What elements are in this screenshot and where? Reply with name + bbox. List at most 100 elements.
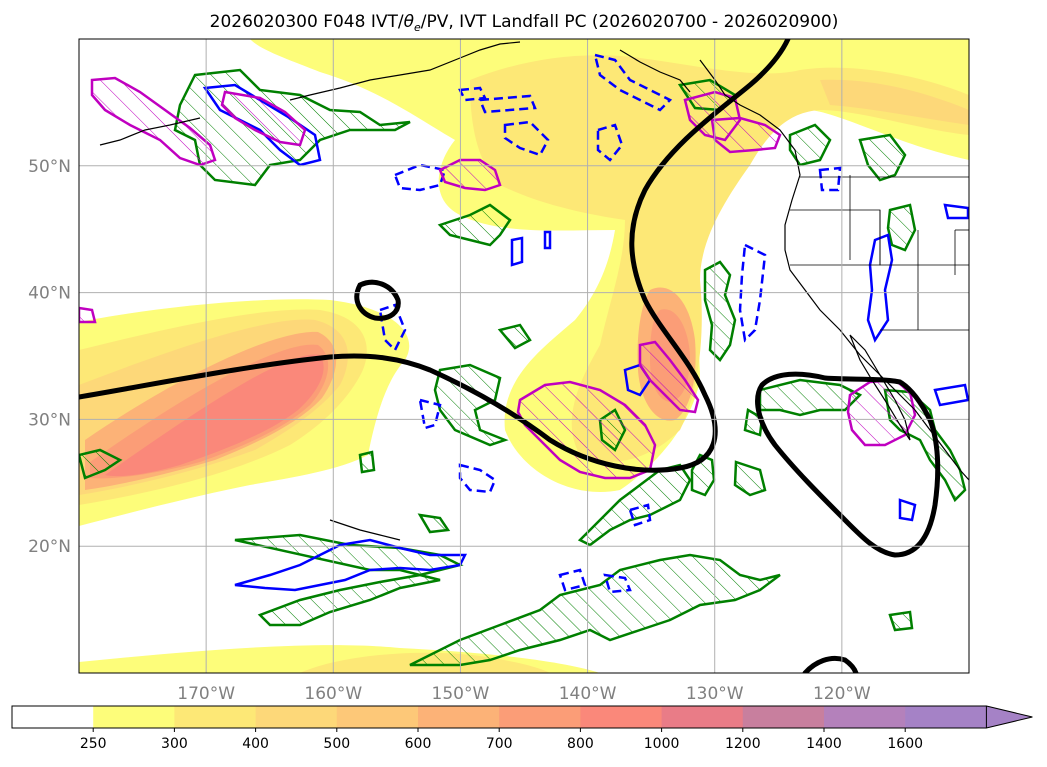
colorbar-segment [93, 706, 175, 728]
thetae-contour-solid [898, 498, 917, 522]
colorbar-segment [12, 706, 94, 728]
pv-contour-hatched [358, 450, 376, 474]
lon-tick-label: 130°W [686, 684, 744, 704]
borders [790, 175, 969, 331]
pv-contour-hatched [886, 203, 917, 252]
thetae-contour-dashed [818, 166, 842, 192]
ivt-pc-contour [438, 158, 502, 192]
ivt-pc-contour [90, 76, 217, 167]
colorbar-tick-label: 700 [486, 736, 513, 752]
coastline-baja [849, 334, 911, 441]
coastlines [99, 41, 969, 541]
pv-contour-hatched [703, 260, 737, 362]
black-contour-main [79, 39, 791, 473]
lat-tick-label: 50°N [28, 157, 71, 177]
pv-contour-hatched [409, 553, 781, 667]
thetae-contour-dashed [593, 53, 673, 112]
coastline-north-america [699, 59, 969, 481]
pv-contour-hatched [888, 610, 914, 632]
plot-title: 2026020300 F048 IVT/θe/PV, IVT Landfall … [210, 12, 839, 34]
title-suffix: /PV, IVT Landfall PC (2026020700 - 20260… [421, 12, 839, 32]
pv-contour-hatched [858, 133, 907, 182]
colorbar-tick-label: 800 [567, 736, 594, 752]
lon-tick-label: 140°W [559, 684, 617, 704]
lon-tick-label: 160°W [304, 684, 362, 704]
black-contour-small-loop [354, 279, 401, 321]
thetae-contour-solid [543, 230, 552, 250]
title-theta-sub: e [414, 21, 421, 34]
thick-black-contours [79, 39, 941, 673]
pv-contour-hatched [497, 323, 532, 350]
ivt-fill-north-300 [470, 55, 969, 462]
colorbar-segment [418, 706, 500, 728]
pv-contour-hatched [788, 123, 832, 167]
ivt-pc-contour [710, 116, 782, 154]
thetae-contour-dashed [558, 568, 587, 592]
thetae-contour-dashed [478, 94, 537, 114]
black-contour-bottom [802, 655, 859, 673]
colorbar-tick-label: 600 [405, 736, 432, 752]
colorbar-segment [255, 706, 338, 728]
thetae-contour-dashed [603, 573, 632, 594]
lat-labels: 20°N 30°N 40°N 50°N [28, 157, 71, 557]
coastline-hawaii [329, 519, 401, 541]
thetae-contour-dashed [628, 503, 652, 527]
pv-contour-hatched [417, 513, 451, 534]
map-panel [78, 38, 970, 674]
ivt-pc-contour [220, 90, 307, 147]
thetae-contour-dashed [418, 398, 442, 430]
colorbar-segment [742, 706, 825, 728]
lat-tick-label: 20°N [28, 537, 71, 557]
thetae-contours-blue-dashed [378, 53, 842, 594]
colorbar-segment [336, 706, 419, 728]
coastline-islands [619, 49, 691, 93]
thetae-contour-dashed [378, 303, 407, 353]
thetae-contour-dashed [596, 123, 624, 162]
lon-tick-label: 150°W [432, 684, 490, 704]
colorbar-extend-arrow [985, 705, 1033, 729]
title-theta: θ [404, 12, 415, 32]
lon-tick-label: 120°W [813, 684, 871, 704]
lon-tick-label: 170°W [177, 684, 235, 704]
colorbar-segment [661, 706, 744, 728]
thetae-contour-dashed [738, 243, 767, 343]
colorbar-segment [174, 706, 257, 728]
lon-labels: 170°W 160°W 150°W 140°W 130°W 120°W [177, 684, 871, 704]
lat-tick-label: 40°N [28, 284, 71, 304]
coastline-alaska [289, 41, 521, 101]
gridlines [79, 39, 969, 673]
thetae-contour-solid [933, 383, 969, 407]
thetae-contour-solid [623, 363, 652, 397]
title-prefix: 2026020300 F048 IVT/ [210, 12, 404, 32]
colorbar-tick-label: 500 [323, 736, 350, 752]
black-contour-east [755, 371, 941, 558]
border-states-2 [790, 210, 881, 266]
colorbar-tick-label: 300 [161, 736, 188, 752]
colorbar: 250 300 400 500 600 700 800 1000 1200 1400 1600 [11, 705, 1033, 752]
ivt-pc-contour [516, 380, 657, 480]
colorbar-tick-label: 1600 [887, 736, 923, 752]
thetae-contour-solid [943, 203, 969, 220]
thetae-contour-solid [234, 538, 468, 592]
ivt-fill-north-250 [250, 39, 969, 492]
map-frame [78, 38, 970, 674]
pv-contours-green [79, 68, 967, 667]
ivt-fill-800 [105, 354, 324, 477]
thetae-contour-solid [510, 236, 524, 267]
ivt-pc-contour [79, 306, 97, 324]
pv-contour-hatched [733, 460, 767, 497]
colorbar-segment [905, 706, 987, 728]
colorbar-tick-label: 250 [80, 736, 107, 752]
colorbar-tick-label: 1400 [806, 736, 842, 752]
lat-tick-label: 30°N [28, 410, 71, 430]
pv-contour-hatched [577, 463, 692, 547]
ivt-pc-contour [638, 340, 700, 414]
thetae-contour-dashed [503, 120, 550, 157]
pv-contour-hatched [79, 448, 123, 480]
colorbar-tick-label: 1200 [725, 736, 761, 752]
colorbar-segment [580, 706, 663, 728]
colorbar-segment [824, 706, 906, 728]
colorbar-tick-label: 400 [242, 736, 269, 752]
pv-contour-hatched [758, 378, 863, 417]
